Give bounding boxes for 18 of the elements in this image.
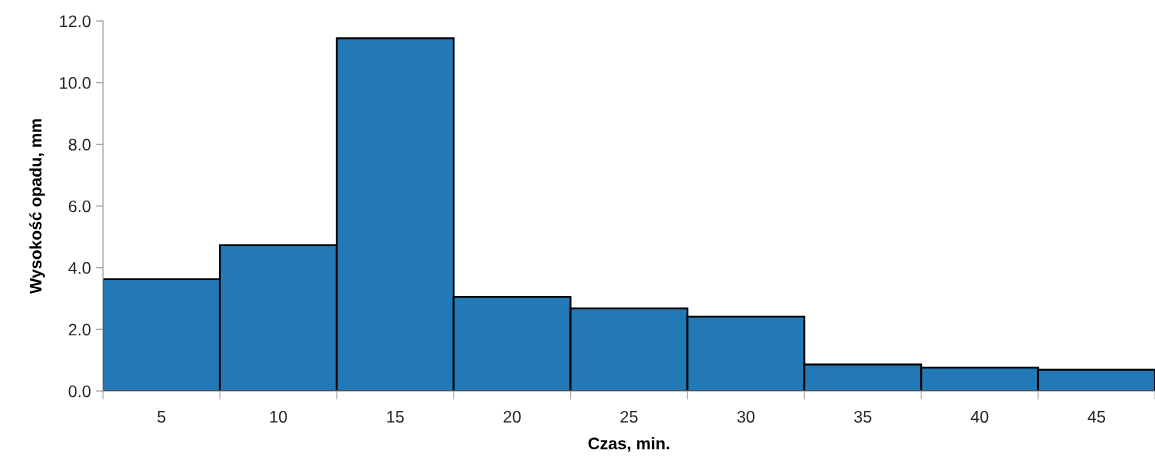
x-tick-label: 20 xyxy=(503,410,521,423)
x-tick-label: 35 xyxy=(854,410,872,423)
y-tick-label: 12.0 xyxy=(60,15,91,28)
y-tick-label: 0.0 xyxy=(68,385,91,398)
y-tick-label: 2.0 xyxy=(68,323,91,336)
x-tick-label: 40 xyxy=(970,410,989,423)
y-tick-label: 10.0 xyxy=(60,77,91,89)
x-axis-title: Czas, min. xyxy=(588,437,670,452)
y-axis-title: Wysokość opadu, mm xyxy=(29,119,45,294)
x-tick-label: 25 xyxy=(620,410,638,423)
x-tick-label: 30 xyxy=(737,410,755,423)
y-tick-label: 6.0 xyxy=(68,200,91,213)
y-tick-label: 8.0 xyxy=(68,138,91,151)
x-tick-label: 10 xyxy=(270,410,287,423)
x-tick-label: 15 xyxy=(387,411,404,423)
y-tick-label: 4.0 xyxy=(68,262,91,274)
x-tick-label: 45 xyxy=(1087,411,1106,423)
x-tick-label: 5 xyxy=(157,411,166,423)
